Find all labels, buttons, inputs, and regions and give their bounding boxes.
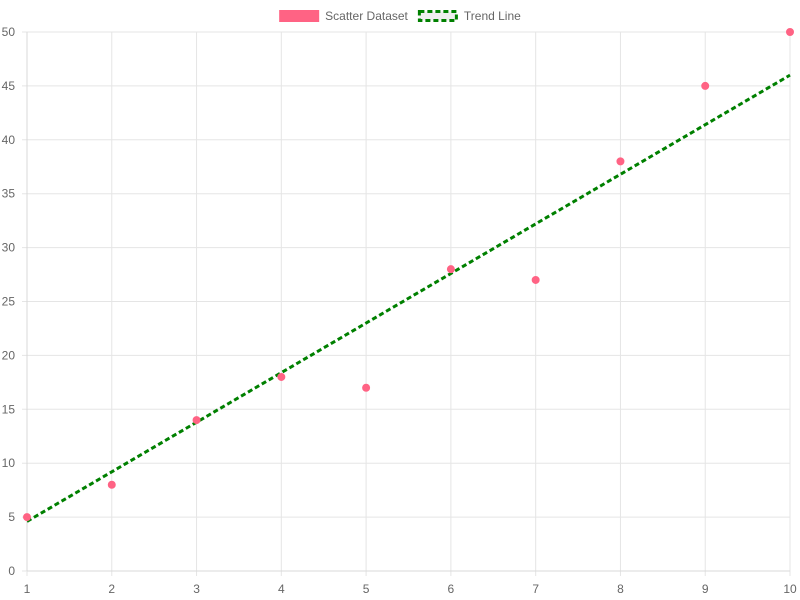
- y-tick-label: 35: [2, 187, 16, 201]
- y-tick-label: 30: [2, 241, 16, 255]
- data-point[interactable]: [786, 28, 794, 36]
- data-point[interactable]: [277, 372, 286, 381]
- x-tick-label: 2: [108, 582, 115, 596]
- x-tick-label: 5: [363, 582, 370, 596]
- legend-swatch-trend-line: [417, 10, 458, 22]
- data-point[interactable]: [23, 513, 31, 522]
- legend-label: Trend Line: [464, 9, 521, 23]
- data-point[interactable]: [446, 265, 455, 274]
- x-tick-label: 1: [24, 582, 31, 596]
- y-tick-label: 20: [2, 348, 16, 362]
- legend-item-trend-line[interactable]: Trend Line: [417, 9, 521, 23]
- data-point[interactable]: [107, 480, 116, 489]
- data-point[interactable]: [701, 81, 710, 90]
- x-tick-label: 8: [617, 582, 624, 596]
- legend-swatch-scatter-dataset: [279, 10, 320, 22]
- x-tick-label: 9: [702, 582, 709, 596]
- grid: [22, 31, 791, 576]
- x-tick-label: 3: [193, 582, 200, 596]
- data-point[interactable]: [192, 416, 201, 425]
- y-tick-label: 40: [2, 133, 16, 147]
- x-tick-label: 6: [448, 582, 455, 596]
- x-tick-label: 7: [532, 582, 539, 596]
- y-tick-label: 5: [8, 510, 15, 524]
- legend-item-scatter-dataset[interactable]: Scatter Dataset: [279, 9, 409, 23]
- y-tick-label: 0: [8, 564, 15, 578]
- x-tick-label: 10: [783, 582, 797, 596]
- x-tick-label: 4: [278, 582, 285, 596]
- data-point[interactable]: [616, 157, 625, 166]
- data-point[interactable]: [362, 383, 371, 392]
- plot-area: [23, 28, 794, 523]
- y-tick-label: 25: [2, 295, 16, 309]
- data-point[interactable]: [531, 275, 540, 284]
- y-tick-label: 45: [2, 79, 16, 93]
- trend-line: [26, 73, 791, 523]
- y-tick-label: 10: [2, 456, 16, 470]
- y-tick-label: 15: [2, 402, 16, 416]
- legend[interactable]: Scatter Dataset Trend Line: [279, 9, 521, 23]
- legend-label: Scatter Dataset: [325, 9, 408, 23]
- y-tick-label: 50: [2, 25, 16, 39]
